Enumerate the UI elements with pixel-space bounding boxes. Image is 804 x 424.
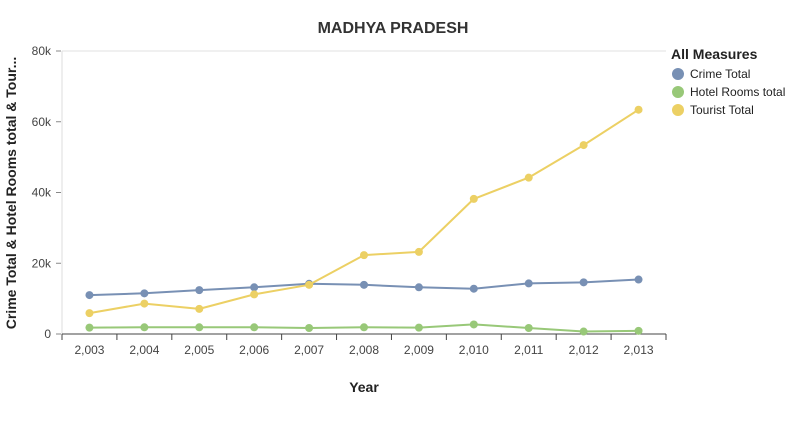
- data-point[interactable]: [634, 105, 643, 114]
- data-point[interactable]: [360, 323, 368, 332]
- legend-swatch: [672, 68, 684, 80]
- x-tick-label: 2,010: [459, 343, 489, 357]
- data-point[interactable]: [414, 247, 423, 256]
- data-point[interactable]: [195, 304, 204, 313]
- data-point[interactable]: [250, 290, 259, 299]
- data-point[interactable]: [469, 284, 478, 293]
- data-point[interactable]: [524, 279, 533, 288]
- data-point[interactable]: [524, 173, 533, 182]
- x-tick-label: 2,013: [624, 343, 654, 357]
- data-point[interactable]: [469, 194, 478, 203]
- data-point[interactable]: [360, 280, 368, 289]
- y-axis-title: Crime Total & Hotel Rooms total & Tour..…: [3, 57, 19, 330]
- data-point[interactable]: [305, 280, 314, 289]
- legend-item-crime-total[interactable]: Crime Total: [672, 67, 750, 81]
- legend-swatch: [672, 104, 684, 116]
- axis-layer: 0 20k 40k 60k 80k 2,003 2,004 2,005 2,006 2,007 2,…: [32, 44, 667, 357]
- data-point[interactable]: [195, 323, 204, 332]
- data-point[interactable]: [85, 291, 94, 300]
- data-point[interactable]: [140, 289, 149, 298]
- chart-title: MADHYA PRADESH: [318, 20, 469, 37]
- x-tick-label: 2,005: [184, 343, 214, 357]
- legend-item-tourist-total[interactable]: Tourist Total: [672, 103, 754, 117]
- legend: All Measures Crime Total Hotel Rooms tota…: [671, 46, 785, 117]
- data-point[interactable]: [579, 278, 588, 287]
- data-point[interactable]: [140, 323, 149, 332]
- legend-swatch: [672, 86, 684, 98]
- x-tick-label: 2,003: [74, 343, 104, 357]
- data-point[interactable]: [634, 326, 643, 335]
- data-point[interactable]: [305, 323, 314, 332]
- data-point[interactable]: [634, 275, 643, 284]
- y-tick-label: 40k: [32, 186, 52, 200]
- data-point[interactable]: [195, 286, 204, 295]
- x-tick-label: 2,007: [294, 343, 324, 357]
- x-tick-label: 2,009: [404, 343, 434, 357]
- data-point[interactable]: [414, 323, 423, 332]
- data-point[interactable]: [250, 323, 259, 332]
- legend-label: Crime Total: [690, 67, 750, 81]
- x-tick-label: 2,011: [514, 343, 543, 357]
- data-point[interactable]: [579, 141, 588, 150]
- legend-title: All Measures: [671, 46, 758, 62]
- series-layer: [85, 105, 643, 336]
- series-hotel-rooms-total: [85, 320, 643, 336]
- y-tick-label: 0: [44, 327, 51, 341]
- x-tick-label: 2,004: [129, 343, 159, 357]
- data-point[interactable]: [140, 299, 149, 308]
- y-tick-label: 20k: [32, 256, 52, 270]
- x-tick-label: 2,006: [239, 343, 269, 357]
- data-point[interactable]: [85, 309, 94, 318]
- legend-item-hotel-rooms-total[interactable]: Hotel Rooms total: [672, 85, 785, 99]
- x-axis-title: Year: [349, 379, 379, 395]
- data-point[interactable]: [414, 283, 423, 292]
- data-point[interactable]: [360, 251, 368, 260]
- data-point[interactable]: [250, 283, 259, 292]
- data-point[interactable]: [85, 323, 94, 332]
- series-crime-total: [85, 275, 643, 300]
- x-tick-label: 2,008: [349, 343, 379, 357]
- data-point[interactable]: [524, 323, 533, 332]
- y-tick-label: 80k: [32, 44, 52, 58]
- y-tick-label: 60k: [32, 115, 52, 129]
- legend-label: Tourist Total: [690, 103, 754, 117]
- series-tourist-total: [85, 105, 643, 318]
- x-tick-label: 2,012: [569, 343, 599, 357]
- data-point[interactable]: [469, 320, 478, 329]
- data-point[interactable]: [579, 327, 588, 336]
- legend-label: Hotel Rooms total: [690, 85, 785, 99]
